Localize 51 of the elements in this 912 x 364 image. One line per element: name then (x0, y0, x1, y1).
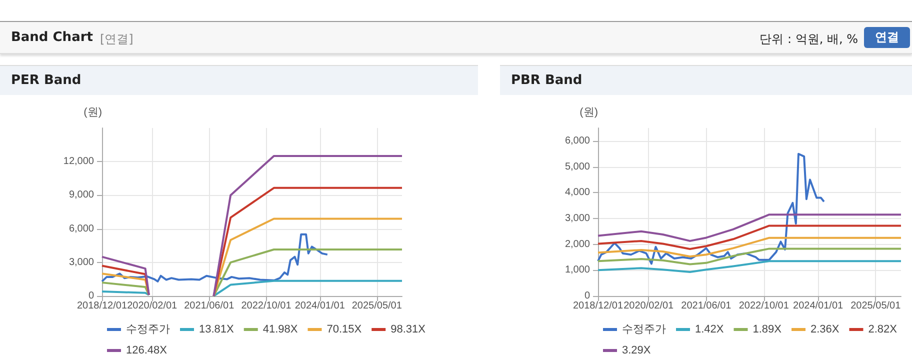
x-tick-label: 2021/06/01 (184, 300, 235, 312)
y-tick-label: 0 (88, 290, 94, 302)
x-tick-label: 2025/05/01 (850, 300, 902, 312)
chart-title: PER Band (0, 65, 478, 95)
x-tick-label: 2020/02/01 (127, 300, 178, 312)
y-tick-label: 2,000 (564, 238, 590, 250)
x-tick-label: 2022/10/01 (241, 300, 292, 312)
text: 단위 : 억원, 배, % (760, 31, 858, 48)
legend-label: 3.29X (622, 344, 652, 356)
x-tick-label: 2018/12/01 (572, 300, 624, 312)
legend-label: 2.82X (868, 324, 898, 336)
x-tick-label: 2021/06/01 (681, 300, 732, 312)
legend-label: 1.42X (695, 324, 724, 336)
y-tick-label: 6,000 (68, 223, 94, 234)
legend-label: 1.89X (752, 324, 782, 336)
y-axis-title: (원) (580, 106, 598, 118)
line-series (597, 214, 902, 242)
y-tick-label: 12,000 (63, 156, 94, 168)
legend-label: 수정주가 (622, 324, 666, 336)
x-tick-label: 2022/10/01 (738, 300, 790, 312)
legend-label: 41.98X (262, 324, 298, 336)
legend-label: 126.48X (126, 344, 168, 356)
y-tick-label: 5,000 (564, 161, 590, 172)
text: 연결 (864, 27, 910, 48)
y-tick-label: 3,000 (68, 256, 94, 268)
line-series (597, 152, 825, 265)
y-tick-label: 1,000 (564, 264, 590, 276)
x-tick-label: 2020/02/01 (624, 300, 674, 312)
legend-label: 수정주가 (126, 324, 170, 336)
y-tick-label: 0 (584, 290, 590, 302)
y-axis-title: (원) (84, 106, 102, 118)
y-tick-label: 9,000 (68, 190, 94, 201)
x-tick-label: 2024/01/01 (294, 300, 346, 312)
chart-title: PBR Band (500, 65, 912, 95)
text: [연결] (100, 31, 134, 48)
y-tick-label: 4,000 (564, 187, 590, 198)
line-series (597, 260, 902, 273)
line-series (597, 248, 902, 266)
line-series (101, 233, 328, 282)
legend-label: 98.31X (390, 324, 426, 336)
legend-label: 2.36X (810, 324, 840, 336)
line-series (597, 224, 902, 250)
y-tick-label: 6,000 (564, 135, 590, 146)
legend-label: 70.15X (326, 324, 362, 336)
line-series (597, 236, 902, 258)
legend-label: 13.81X (199, 324, 235, 336)
x-tick-label: 2024/01/01 (793, 300, 844, 312)
y-tick-label: 3,000 (564, 212, 590, 224)
text: Band Chart (11, 30, 93, 45)
x-tick-label: 2018/12/01 (76, 300, 128, 312)
x-tick-label: 2025/05/01 (352, 300, 402, 312)
